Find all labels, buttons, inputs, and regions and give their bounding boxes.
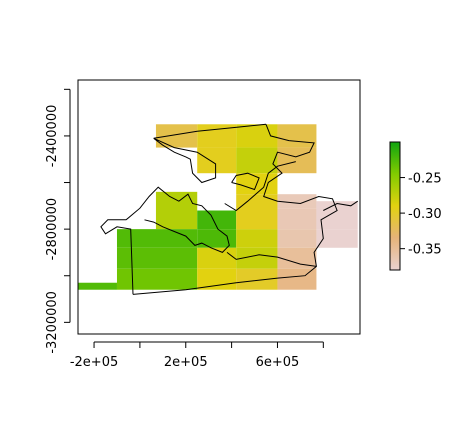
raster-cell (155, 191, 198, 230)
x-tick-label: 6e+05 (256, 355, 300, 370)
legend-tick-label: -0.35 (408, 243, 442, 258)
coastline-path (323, 200, 358, 211)
x-tick-label: -2e+05 (70, 355, 118, 370)
coastline-path (153, 137, 217, 184)
coastline-path (132, 277, 278, 295)
raster-cell (277, 229, 317, 248)
raster-cell (236, 194, 278, 230)
plot-frame (77, 79, 361, 335)
raster-cell (197, 268, 237, 290)
coastline-path (224, 161, 296, 212)
raster-cell (277, 247, 317, 269)
raster-cell (236, 247, 278, 269)
raster-cell (197, 210, 237, 230)
raster-cell (116, 247, 198, 269)
legend-tick-label: -0.25 (408, 172, 442, 187)
y-tick-label: -2400000 (45, 105, 60, 168)
raster-cell (197, 147, 237, 174)
raster-cell (78, 282, 117, 290)
raster-cell (277, 194, 317, 209)
legend-color-bar (389, 141, 401, 271)
coastline-outlines (100, 123, 358, 295)
legend-tick-label: -0.30 (408, 207, 442, 222)
raster-cell (116, 268, 198, 290)
y-tick-label: -2800000 (45, 198, 60, 261)
coastline-path (263, 124, 338, 279)
y-tick-label: -3200000 (45, 291, 60, 354)
raster-cell (197, 229, 237, 248)
x-tick-label: 2e+05 (164, 355, 208, 370)
raster-cell (277, 208, 317, 230)
raster-cell (236, 147, 278, 174)
raster-cell (277, 268, 317, 290)
raster-cell (116, 229, 198, 248)
raster-cell (316, 229, 358, 248)
raster-cells (78, 124, 358, 290)
coastline-path (100, 186, 230, 295)
raster-cell (236, 268, 278, 290)
coastline-path (226, 252, 317, 267)
coastline-path (153, 123, 267, 139)
raster-cell (277, 147, 317, 174)
color-legend: -0.25 -0.30 -0.35 (389, 141, 442, 271)
raster-cell (236, 124, 278, 148)
raster-cell (236, 229, 278, 248)
axes: -2e+05 2e+05 6e+05 -2400000 -2800000 -3200000 (45, 88, 324, 370)
raster-cell (155, 124, 198, 148)
raster-cell (197, 247, 237, 269)
raster-cell (277, 124, 317, 148)
coastline-path (231, 172, 260, 191)
